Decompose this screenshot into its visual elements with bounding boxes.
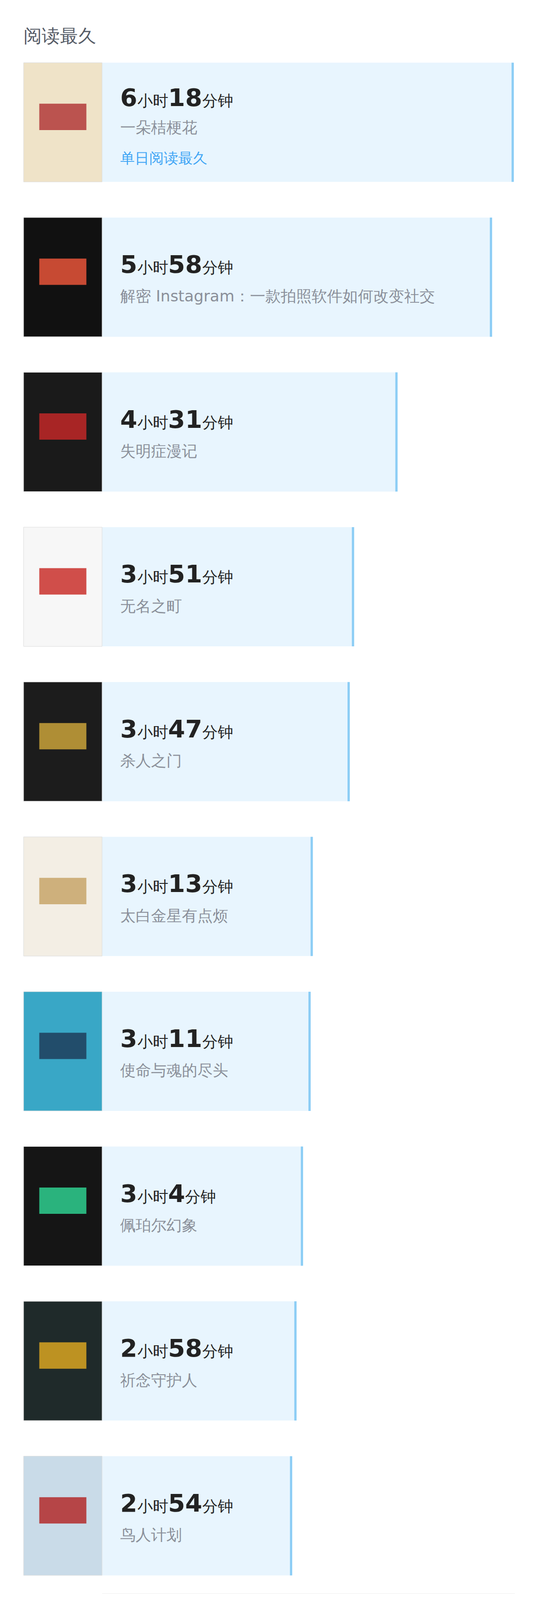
svg-text:6小时18分钟: 6小时18分钟 [120,83,234,113]
svg-text:3小时51分钟: 3小时51分钟 [120,560,234,589]
svg-text:杀人之门: 杀人之门 [120,752,182,771]
svg-text:2小时58分钟: 2小时58分钟 [120,1335,234,1364]
svg-text:佩珀尔幻象: 佩珀尔幻象 [120,1217,198,1236]
svg-text:5小时58分钟: 5小时58分钟 [120,250,234,279]
svg-text:阅读最久: 阅读最久 [23,25,97,47]
svg-text:使命与魂的尽头: 使命与魂的尽头 [120,1061,229,1081]
svg-text:太白金星有点烦: 太白金星有点烦 [120,907,229,926]
svg-text:鸟人计划: 鸟人计划 [120,1526,182,1546]
svg-text:失明症漫记: 失明症漫记 [120,442,198,461]
svg-text:祈念守护人: 祈念守护人 [120,1372,198,1391]
svg-text:2小时54分钟: 2小时54分钟 [120,1490,234,1519]
svg-text:无名之町: 无名之町 [120,597,182,616]
svg-text:3小时13分钟: 3小时13分钟 [120,870,234,899]
svg-text:解密 Instagram：一款拍照软件如何改变社交: 解密 Instagram：一款拍照软件如何改变社交 [120,287,436,306]
svg-text:3小时47分钟: 3小时47分钟 [120,715,234,744]
svg-text:单日阅读最久: 单日阅读最久 [120,149,208,167]
svg-text:3小时4分钟: 3小时4分钟 [120,1180,216,1209]
svg-text:4小时31分钟: 4小时31分钟 [120,405,234,435]
svg-text:一朵桔梗花: 一朵桔梗花 [120,118,198,137]
svg-text:3小时11分钟: 3小时11分钟 [120,1025,234,1054]
